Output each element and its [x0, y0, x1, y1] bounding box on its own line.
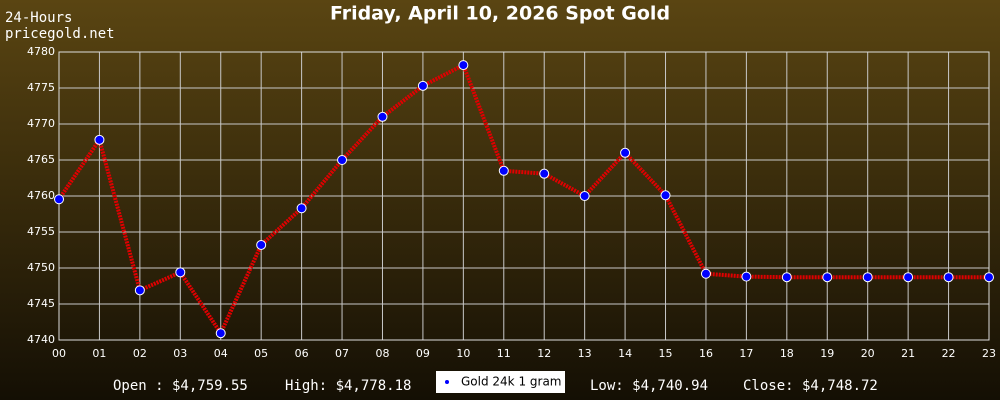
data-point: [296, 203, 307, 214]
footer-stat: Close: $4,748.72: [743, 378, 878, 394]
data-point: [337, 155, 348, 165]
x-tick-label: 02: [133, 347, 147, 360]
data-point: [134, 285, 145, 296]
y-tick-label: 4775: [27, 81, 55, 94]
x-tick-label: 01: [92, 347, 106, 360]
footer-stat: Open : $4,759.55: [113, 378, 248, 394]
data-point: [984, 272, 994, 283]
chart-title: Friday, April 10, 2026 Spot Gold: [330, 3, 670, 25]
y-tick-label: 4740: [27, 333, 55, 346]
x-tick-label: 23: [982, 347, 996, 360]
x-tick-label: 20: [861, 347, 875, 360]
y-tick-label: 4765: [27, 153, 55, 166]
y-tick-label: 4760: [27, 189, 55, 202]
x-tick-label: 06: [295, 347, 309, 360]
x-tick-label: 21: [901, 347, 915, 360]
data-point: [417, 80, 428, 91]
data-point: [215, 328, 226, 339]
y-tick-label: 4755: [27, 225, 55, 238]
data-point: [175, 267, 186, 278]
x-tick-label: 22: [942, 347, 956, 360]
corner-label: 24-Hours: [5, 10, 72, 26]
data-point: [539, 168, 550, 179]
data-point: [741, 271, 752, 282]
corner-label: pricegold.net: [5, 26, 115, 42]
data-point: [377, 111, 388, 122]
x-tick-label: 17: [739, 347, 753, 360]
y-tick-label: 4750: [27, 261, 55, 274]
y-tick-label: 4745: [27, 297, 55, 310]
data-point: [781, 272, 792, 283]
legend-box: [436, 371, 565, 393]
footer-stat: Low: $4,740.94: [590, 378, 708, 394]
x-tick-label: 14: [618, 347, 632, 360]
data-point: [700, 268, 711, 279]
x-tick-label: 09: [416, 347, 430, 360]
x-tick-label: 11: [497, 347, 511, 360]
data-point: [903, 272, 914, 283]
x-tick-label: 03: [173, 347, 187, 360]
x-tick-label: 13: [578, 347, 592, 360]
y-tick-label: 4780: [27, 45, 55, 58]
x-tick-label: 19: [820, 347, 834, 360]
x-tick-label: 00: [52, 347, 66, 360]
x-tick-label: 15: [659, 347, 673, 360]
data-point: [498, 165, 509, 176]
data-point: [54, 194, 64, 205]
data-point: [660, 190, 671, 201]
x-tick-label: 12: [537, 347, 551, 360]
data-point: [256, 239, 267, 250]
series-line: [57, 62, 989, 338]
data-point: [620, 147, 631, 158]
x-tick-label: 05: [254, 347, 268, 360]
legend-label: Gold 24k 1 gram: [461, 375, 561, 389]
data-point: [862, 272, 873, 283]
x-tick-label: 08: [375, 347, 389, 360]
data-point: [579, 191, 590, 201]
x-tick-label: 07: [335, 347, 349, 360]
data-point: [458, 60, 469, 71]
footer-stat: High: $4,778.18: [285, 378, 411, 394]
data-point: [94, 134, 105, 145]
x-tick-label: 18: [780, 347, 794, 360]
data-point: [943, 272, 954, 283]
x-tick-label: 16: [699, 347, 713, 360]
x-tick-label: 04: [214, 347, 228, 360]
y-tick-label: 4770: [27, 117, 55, 130]
x-tick-label: 10: [456, 347, 470, 360]
legend-marker: [445, 380, 449, 384]
data-point: [822, 272, 833, 283]
